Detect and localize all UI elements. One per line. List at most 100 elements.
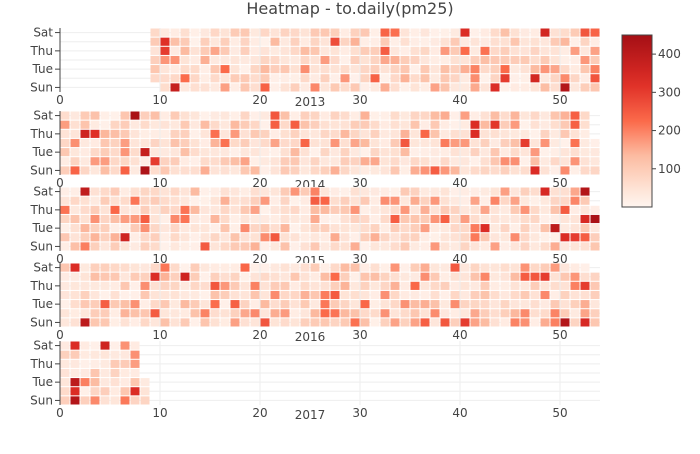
heat-cell [390,83,400,92]
heat-cell [280,187,290,196]
heat-cell [90,138,100,148]
heat-cell [170,290,180,300]
heat-cell [200,148,210,157]
heat-cell [570,224,580,233]
heat-cell [210,224,220,233]
heat-cell [140,148,150,157]
heat-cell [190,46,200,55]
heat-cell [180,214,190,224]
heat-cell [450,233,460,242]
heat-cell [150,28,160,37]
heat-cell [400,120,410,129]
heat-cell [480,157,490,166]
heat-cell [590,55,600,65]
heat-cell [80,300,90,309]
heat-cell [310,309,320,318]
heat-cell [110,205,120,214]
heat-cell [380,187,390,196]
heat-cell [300,65,310,74]
heat-cell [420,138,430,148]
heat-cell [470,157,480,166]
heat-cell [360,74,370,83]
heat-cell [300,120,310,129]
heat-cell [190,318,200,327]
heat-cell [100,120,110,129]
heat-cell [590,242,600,251]
heat-cell [480,55,490,65]
heat-cell [510,290,520,300]
heat-cell [440,272,450,281]
heat-cell [510,65,520,74]
heat-cell [60,196,70,205]
heat-cell [200,46,210,55]
heat-cell [460,205,470,214]
heat-cell [280,65,290,74]
heat-cell [590,46,600,55]
heat-cell [100,166,110,175]
heat-cell [300,281,310,290]
heat-cell [330,196,340,205]
heat-cell [330,242,340,251]
heat-cell [540,233,550,242]
heat-cell [520,37,530,46]
heat-cell [470,263,480,272]
heat-cell [280,233,290,242]
heat-cell [150,187,160,196]
heat-cell [230,46,240,55]
heat-cell [500,242,510,251]
week-tick-label: 30 [352,406,367,420]
heat-cell [360,187,370,196]
heat-cell [160,272,170,281]
heat-cell [570,65,580,74]
heat-cell [370,28,380,37]
heat-cell [570,205,580,214]
heat-cell [450,55,460,65]
heat-cell [430,65,440,74]
heat-cell [350,318,360,327]
heat-cell [200,214,210,224]
heat-cell [400,148,410,157]
heat-cell [160,224,170,233]
heat-cell [420,120,430,129]
heat-cell [560,37,570,46]
heat-cell [230,157,240,166]
heat-cell [170,196,180,205]
heat-cell [190,233,200,242]
heat-cell [150,166,160,175]
heat-cell [220,120,230,129]
week-tick-label: 20 [252,176,267,190]
heat-cell [190,129,200,138]
heat-cell [240,290,250,300]
heat-cell [470,272,480,281]
heat-cell [480,83,490,92]
heat-cell [300,55,310,65]
heat-cell [420,290,430,300]
heat-cell [520,83,530,92]
heat-cell [220,46,230,55]
heat-cell [260,205,270,214]
heat-cell [250,120,260,129]
heat-cell [300,46,310,55]
heat-cell [410,300,420,309]
heat-cell [210,300,220,309]
heat-cell [230,214,240,224]
heat-cell [380,148,390,157]
heat-cell [510,272,520,281]
heat-cell [370,196,380,205]
heat-cell [350,224,360,233]
heat-cell [290,281,300,290]
heat-cell [340,148,350,157]
heat-cell [400,309,410,318]
heat-cell [320,74,330,83]
week-tick-label: 40 [452,176,467,190]
heat-cell [260,55,270,65]
heat-cell [390,46,400,55]
heat-cell [140,378,150,387]
heat-cell [320,55,330,65]
heat-cell [480,138,490,148]
heat-cell [130,214,140,224]
heat-cell [260,111,270,120]
heat-cell [490,65,500,74]
